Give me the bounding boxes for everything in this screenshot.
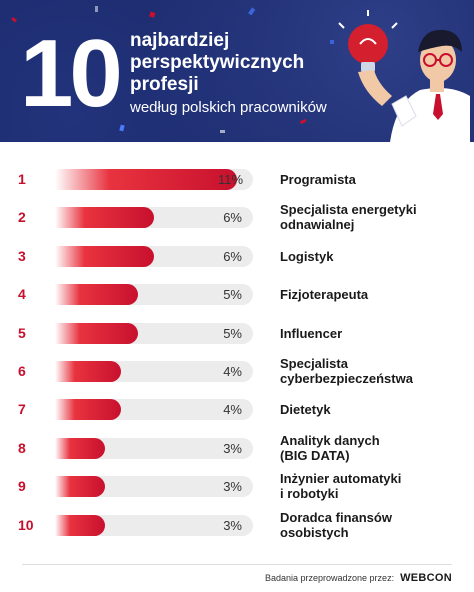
- title-line-1: najbardziej: [130, 30, 230, 51]
- footer: Badania przeprowadzone przez: WEBCON: [265, 570, 452, 586]
- category-label-line: odnawialnej: [280, 217, 355, 233]
- rank-label: 7: [18, 401, 26, 418]
- rank-label: 3: [18, 247, 26, 264]
- category-label: Analityk danych (BIG DATA): [280, 433, 460, 463]
- header-banner: 10 najbardziej perspektywicznych profesj…: [0, 0, 474, 142]
- category-label: Influencer: [280, 326, 460, 341]
- bar-track: [55, 514, 253, 536]
- lightbulb-icon: [338, 10, 398, 72]
- category-label-line: Analityk danych: [280, 432, 380, 448]
- category-label-line: Inżynier automatyki: [280, 471, 402, 487]
- bar: [55, 322, 138, 344]
- brand-logo: WEBCON: [400, 572, 452, 584]
- rank-label: 4: [18, 286, 26, 303]
- category-label-line: Specjalista: [280, 356, 348, 371]
- category-label-line: Fizjoterapeuta: [280, 287, 369, 303]
- rank-label: 2: [18, 209, 26, 226]
- rank-label: 10: [18, 516, 34, 533]
- bar: [55, 207, 154, 229]
- rank-label: 1: [18, 171, 26, 187]
- category-label-line: osobistych: [280, 524, 349, 540]
- chart-row: 10 3% Doradca finansów osobistych: [0, 506, 474, 544]
- bar-track: [55, 322, 253, 344]
- chart-row: 4 5% Fizjoterapeuta: [0, 275, 474, 313]
- category-label-line: Dietetyk: [280, 402, 331, 418]
- value-label: 11%: [218, 172, 244, 187]
- category-label-line: Doradca finansów: [280, 509, 392, 525]
- confetti-decoration: [11, 6, 334, 133]
- title-block: najbardziej perspektywicznych profesji w…: [130, 30, 340, 118]
- chart-row: 8 3% Analityk danych (BIG DATA): [0, 429, 474, 467]
- footer-divider: [22, 564, 452, 565]
- category-label: Fizjoterapeuta: [280, 287, 460, 302]
- chart-row: 3 6% Logistyk: [0, 237, 474, 275]
- category-label-line: Specjalista energetyki: [280, 202, 417, 218]
- category-label: Specjalista energetyki odnawialnej: [280, 202, 460, 232]
- category-label: Inżynier automatyki i robotyki: [280, 471, 460, 501]
- bar: [55, 361, 121, 382]
- subtitle: według polskich pracowników: [130, 99, 327, 116]
- category-label: Doradca finansów osobistych: [280, 510, 460, 540]
- bar-track: [55, 437, 253, 459]
- bar: [55, 284, 138, 306]
- bar-track: [55, 284, 253, 306]
- category-label: Programista: [280, 172, 460, 187]
- title-line-3: profesji: [130, 74, 199, 95]
- chart-row: 9 3% Inżynier automatyki i robotyki: [0, 467, 474, 505]
- value-label: 3%: [223, 479, 242, 495]
- chart-row: 5 5% Influencer: [0, 314, 474, 352]
- value-label: 6%: [223, 248, 242, 264]
- big-number: 10: [20, 20, 123, 127]
- value-label: 5%: [223, 287, 242, 303]
- category-label: Specjalista cyberbezpieczeństwa: [280, 356, 460, 386]
- bar: [55, 476, 105, 498]
- value-label: 3%: [223, 440, 242, 456]
- category-label: Logistyk: [280, 249, 460, 264]
- category-label-line: (BIG DATA): [280, 447, 350, 463]
- category-label-line: Programista: [280, 172, 356, 187]
- bar: [55, 514, 105, 536]
- category-label-line: cyberbezpieczeństwa: [280, 371, 413, 386]
- bar-track: [55, 476, 253, 498]
- bar-track: [55, 361, 253, 382]
- value-label: 3%: [223, 517, 242, 533]
- footer-text: Badania przeprowadzone przez:: [264, 573, 395, 583]
- bar: [55, 399, 121, 421]
- category-label-line: Influencer: [280, 325, 343, 341]
- rank-label: 8: [18, 439, 26, 456]
- bar-track: [55, 207, 253, 229]
- bar-track: [55, 169, 253, 190]
- chart-row: 1 11% Programista: [0, 160, 474, 198]
- chart-row: 7 4% Dietetyk: [0, 390, 474, 428]
- value-label: 4%: [223, 402, 242, 418]
- person-illustration: [338, 10, 470, 142]
- value-label: 5%: [223, 325, 242, 341]
- rank-label: 6: [18, 363, 26, 379]
- bar-track: [55, 245, 253, 267]
- chart-row: 6 4% Specjalista cyberbezpieczeństwa: [0, 352, 474, 390]
- title-line-2: perspektywicznych: [130, 52, 305, 73]
- chart-row: 2 6% Specjalista energetyki odnawialnej: [0, 198, 474, 236]
- rank-label: 5: [18, 324, 26, 341]
- value-label: 4%: [223, 364, 242, 379]
- bar-track: [55, 399, 253, 421]
- category-label-line: Logistyk: [280, 248, 334, 264]
- category-label: Dietetyk: [280, 402, 460, 417]
- bar: [55, 437, 105, 459]
- category-label-line: i robotyki: [280, 486, 339, 502]
- rank-label: 9: [18, 478, 26, 495]
- bar: [55, 245, 154, 267]
- value-label: 6%: [223, 210, 242, 226]
- bar: [55, 169, 237, 190]
